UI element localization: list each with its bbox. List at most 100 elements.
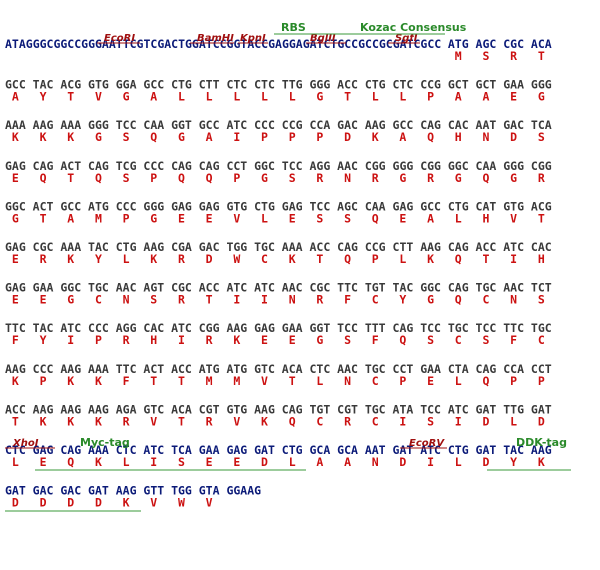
amino-acid: Q xyxy=(455,293,462,307)
amino-acid: Y xyxy=(40,333,47,347)
codon: TCC xyxy=(420,402,441,416)
codon: AAG xyxy=(226,321,247,335)
codon: AAA xyxy=(282,240,303,254)
codon: GAA xyxy=(199,443,220,457)
amino-acid: G xyxy=(67,293,74,307)
amino-acid: E xyxy=(261,333,268,347)
amino-acid: K xyxy=(12,130,19,144)
codon: ATC xyxy=(171,321,192,335)
amino-acid: E xyxy=(206,211,213,225)
amino-acid: S xyxy=(344,211,351,225)
amino-acid: A xyxy=(150,90,157,104)
codon: CGC xyxy=(171,281,192,295)
codon: CTG xyxy=(365,78,386,92)
codon: CAG xyxy=(199,159,220,173)
amino-acid: P xyxy=(510,374,517,388)
amino-acid: A xyxy=(399,130,406,144)
codon: ACT xyxy=(60,159,81,173)
codon: CAG xyxy=(88,159,109,173)
codon: CAT xyxy=(476,199,497,213)
codon: TCC xyxy=(337,321,358,335)
amino-acid: C xyxy=(482,293,489,307)
codon: TCA xyxy=(531,118,552,132)
codon: GGG xyxy=(393,159,414,173)
codon: GAT xyxy=(531,402,552,416)
codon: CGC xyxy=(309,281,330,295)
codon: TGC xyxy=(254,240,275,254)
amino-acid: L xyxy=(455,374,462,388)
amino-acid: E xyxy=(427,374,434,388)
amino-acid: P xyxy=(427,90,434,104)
codon: CAG xyxy=(420,118,441,132)
codon: TGT xyxy=(309,402,330,416)
codon: TTC xyxy=(337,281,358,295)
amino-acid: R xyxy=(123,414,130,428)
codon: GGG xyxy=(88,118,109,132)
amino-acid: N xyxy=(289,293,296,307)
amino-acid: Q xyxy=(372,211,379,225)
amino-acid: D xyxy=(95,496,102,510)
amino-acid: R xyxy=(178,252,185,266)
amino-acid: S xyxy=(178,455,185,469)
codon: GGG xyxy=(143,199,164,213)
codon: GAG xyxy=(5,240,26,254)
codon: AAA xyxy=(88,443,109,457)
codon: ACG xyxy=(60,78,81,92)
codon: GAG xyxy=(33,443,54,457)
amino-acid: K xyxy=(40,130,47,144)
codon: AAT xyxy=(476,118,497,132)
amino-acid: M xyxy=(455,49,462,63)
amino-acid: T xyxy=(150,374,157,388)
amino-acid: G xyxy=(95,130,102,144)
codon: TCC xyxy=(420,321,441,335)
codon: ACC xyxy=(5,402,26,416)
amino-acid: S xyxy=(123,171,130,185)
codon: TTT xyxy=(365,321,386,335)
codon: CAG xyxy=(282,402,303,416)
codon: TAC xyxy=(88,240,109,254)
codon: AAG xyxy=(33,402,54,416)
codon: GGT xyxy=(171,118,192,132)
codon: GGA xyxy=(116,78,137,92)
amino-acid: I xyxy=(67,333,74,347)
feature-label: RBS xyxy=(281,21,306,34)
codon: AAC xyxy=(503,281,524,295)
amino-acid: G xyxy=(399,171,406,185)
codon: GTC xyxy=(143,402,164,416)
amino-acid: Q xyxy=(150,130,157,144)
amino-acid: G xyxy=(150,211,157,225)
codon: ACC xyxy=(476,240,497,254)
amino-acid: D xyxy=(482,414,489,428)
amino-acid: V xyxy=(95,90,102,104)
amino-acid: V xyxy=(261,374,268,388)
codon: TCG xyxy=(116,159,137,173)
amino-acid: H xyxy=(455,130,462,144)
amino-acid: G xyxy=(538,90,545,104)
codon: CAG xyxy=(337,240,358,254)
codon: GAC xyxy=(33,484,54,498)
codon: ATG xyxy=(226,362,247,376)
amino-acid: Q xyxy=(455,252,462,266)
codon: TTC xyxy=(503,321,524,335)
codon: GAT xyxy=(88,484,109,498)
codon: AGC xyxy=(337,199,358,213)
amino-acid: H xyxy=(538,252,545,266)
amino-acid: K xyxy=(95,455,102,469)
amino-acid: C xyxy=(261,252,268,266)
amino-acid: K xyxy=(67,130,74,144)
codon: TGC xyxy=(365,402,386,416)
codon: GAT xyxy=(476,402,497,416)
codon: GCA xyxy=(309,443,330,457)
codon: ACC xyxy=(309,240,330,254)
codon: TCC xyxy=(476,321,497,335)
amino-acid: Y xyxy=(399,293,406,307)
amino-acid: P xyxy=(372,252,379,266)
amino-acid: E xyxy=(399,211,406,225)
amino-acid: A xyxy=(427,211,434,225)
codon: CGT xyxy=(199,402,220,416)
feature-label: DDK-tag xyxy=(516,436,567,449)
codon: CTG xyxy=(282,443,303,457)
amino-acid: K xyxy=(233,333,240,347)
codon: CCC xyxy=(254,118,275,132)
amino-acid: L xyxy=(399,252,406,266)
